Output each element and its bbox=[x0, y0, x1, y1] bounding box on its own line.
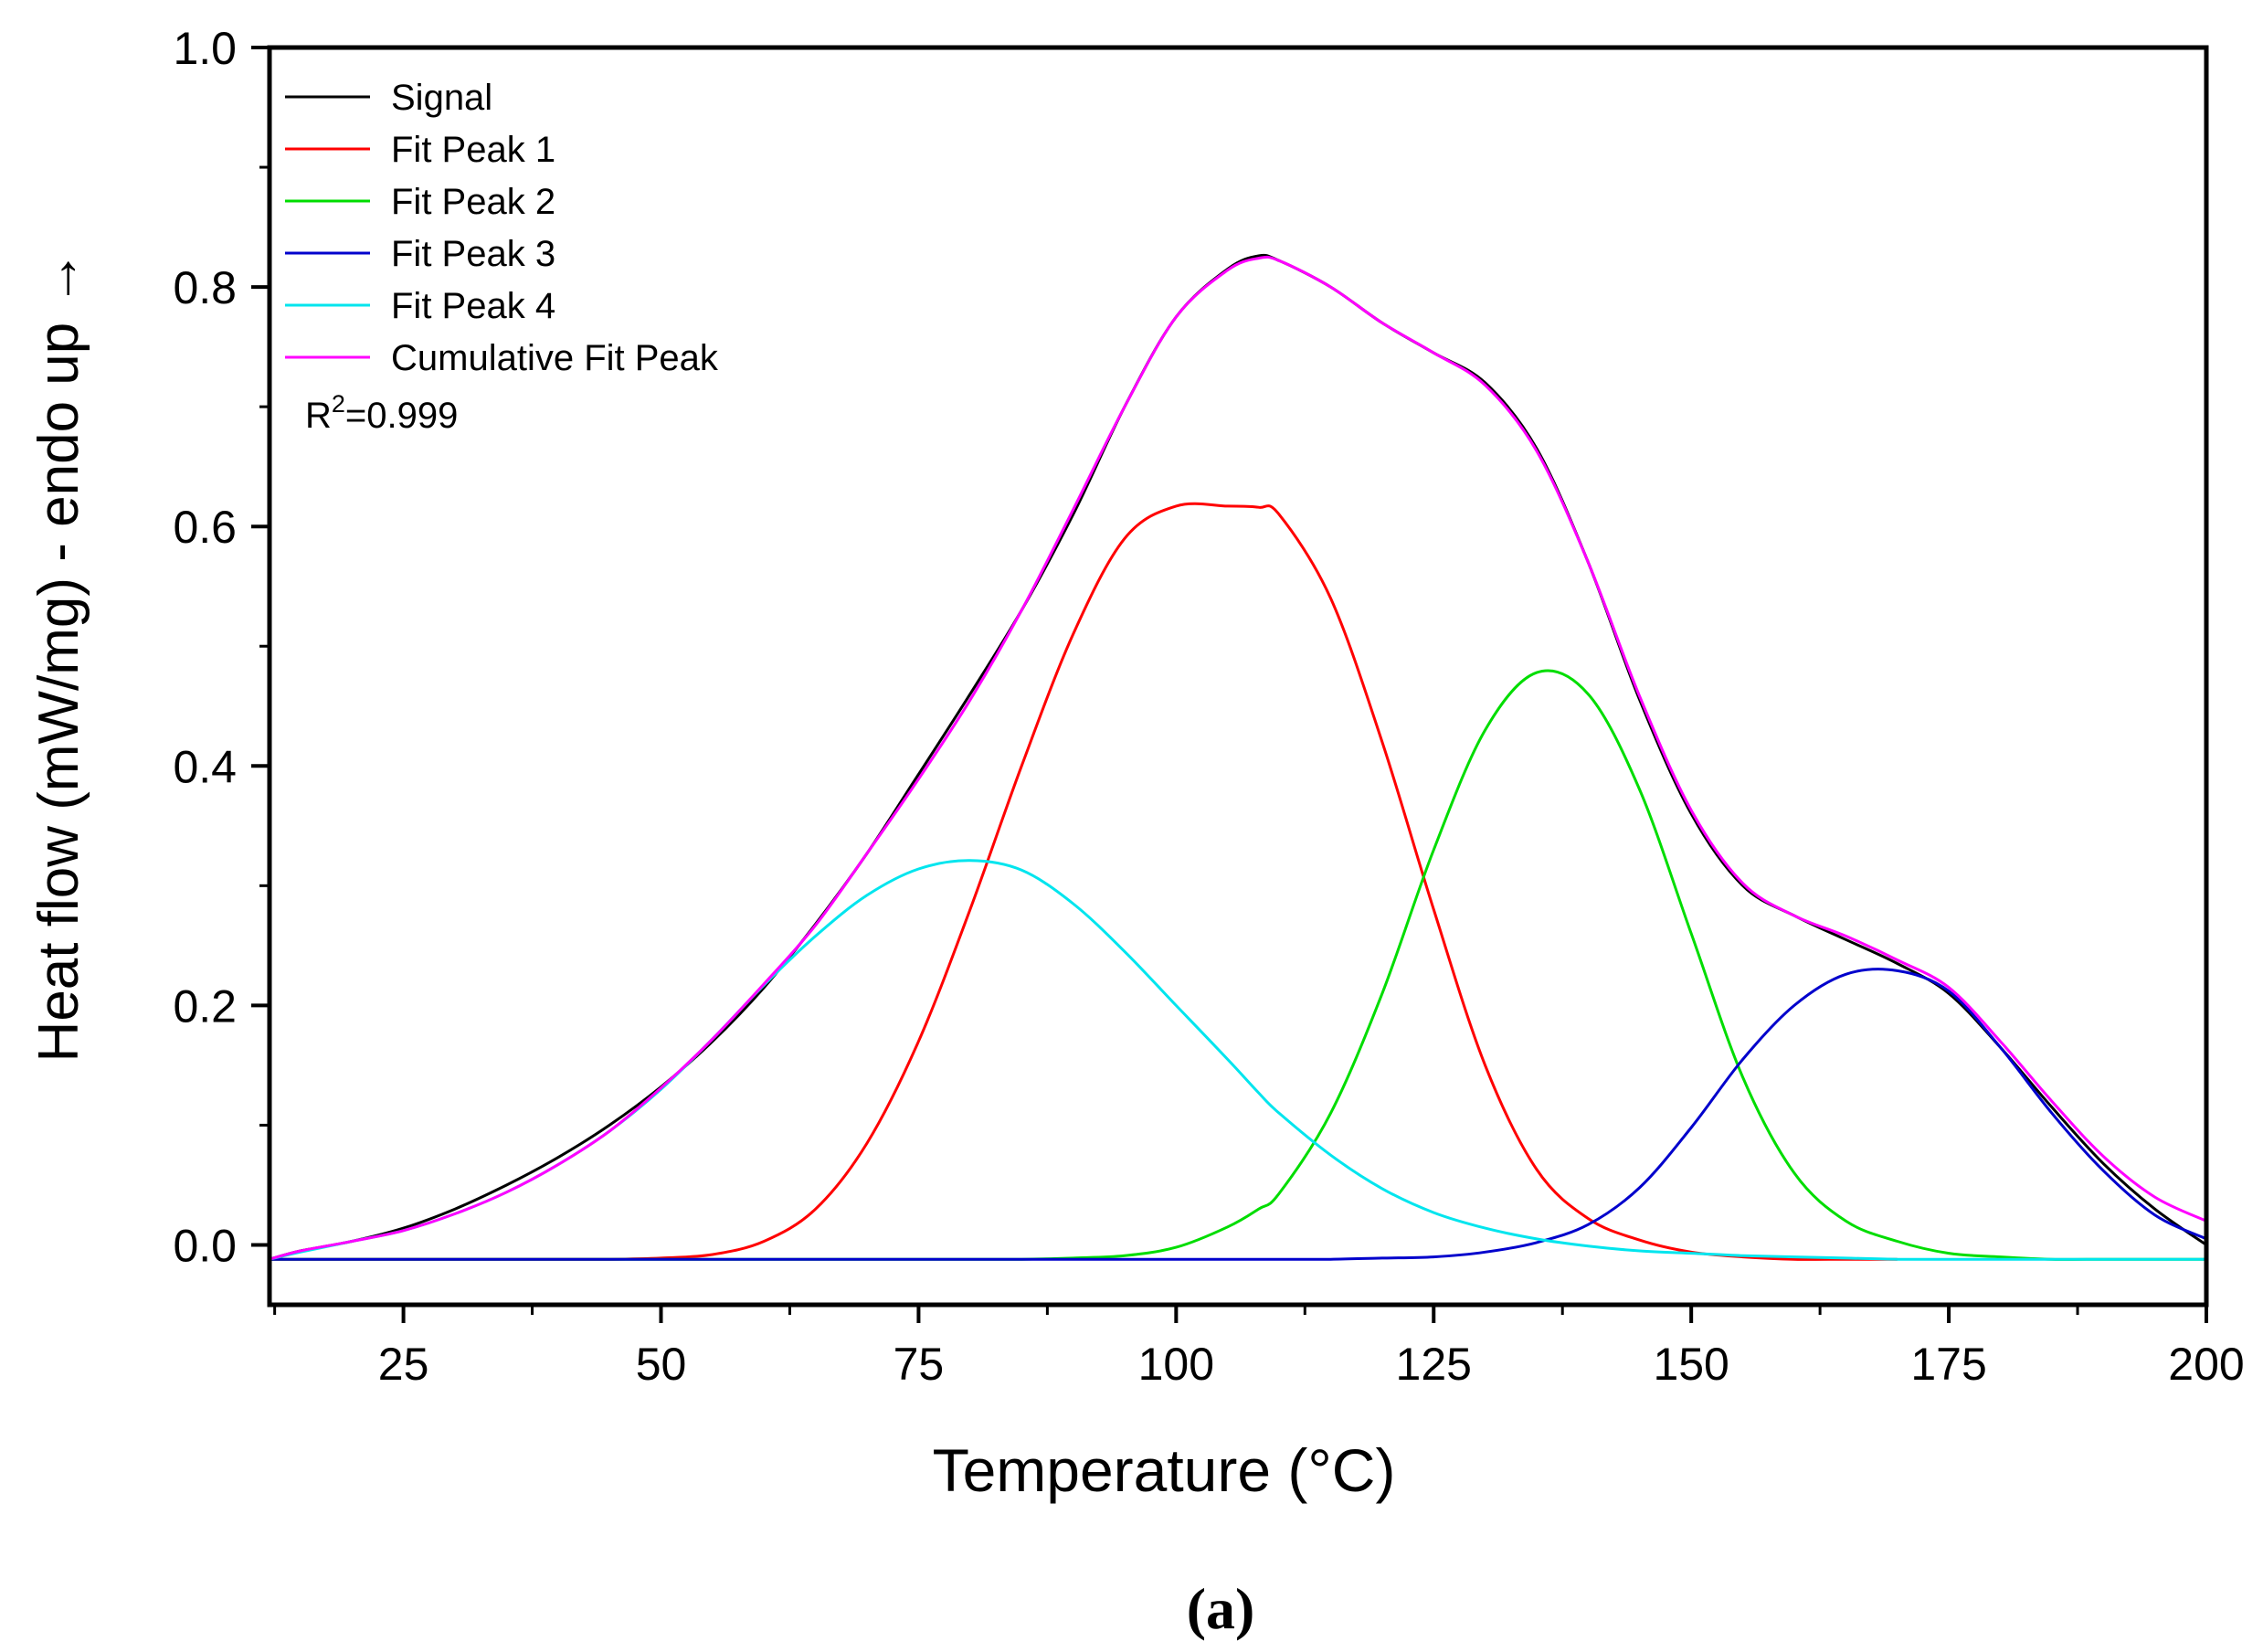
y-tick-label: 0.4 bbox=[173, 741, 237, 792]
r-squared-annotation: R2=0.999 bbox=[305, 390, 458, 436]
legend-label: Fit Peak 3 bbox=[391, 234, 555, 274]
y-tick-label: 0.8 bbox=[173, 262, 237, 313]
x-axis-title: Temperature (°C) bbox=[933, 1436, 1396, 1504]
series-line-4 bbox=[269, 968, 2207, 1261]
legend-item: Cumulative Fit Peak bbox=[285, 338, 719, 378]
legend-item: Fit Peak 1 bbox=[285, 130, 555, 170]
series-line-2 bbox=[269, 502, 1898, 1261]
y-tick-label: 0.0 bbox=[173, 1220, 237, 1271]
y-tick-label: 0.6 bbox=[173, 502, 237, 553]
x-tick-label: 50 bbox=[636, 1339, 687, 1390]
legend-item: Fit Peak 3 bbox=[285, 234, 555, 274]
x-tick-label: 100 bbox=[1138, 1339, 1214, 1390]
series-line-1 bbox=[269, 253, 2207, 1261]
tick-layer: 25 50 75 100 125 150 175 200 0.0 0.2 0.4 0.6 0.8 1.0 bbox=[173, 23, 2244, 1390]
x-tick-label: 150 bbox=[1653, 1339, 1729, 1390]
y-tick-label: 1.0 bbox=[173, 23, 237, 74]
x-tick-label: 25 bbox=[378, 1339, 429, 1390]
x-tick-label: 125 bbox=[1396, 1339, 1472, 1390]
legend-item: Fit Peak 4 bbox=[285, 286, 555, 326]
x-tick-label: 175 bbox=[1910, 1339, 1986, 1390]
legend-label: Fit Peak 4 bbox=[391, 286, 555, 326]
legend-item: Fit Peak 2 bbox=[285, 182, 555, 222]
legend-label: Fit Peak 1 bbox=[391, 130, 555, 170]
y-tick-label: 0.2 bbox=[173, 980, 237, 1032]
series-line-6 bbox=[269, 255, 2207, 1261]
x-tick-label: 75 bbox=[894, 1339, 945, 1390]
series-layer bbox=[269, 253, 2207, 1261]
series-line-5 bbox=[269, 859, 2207, 1261]
series-line-3 bbox=[269, 669, 2207, 1261]
legend-label: Signal bbox=[391, 78, 492, 118]
x-tick-label: 200 bbox=[2168, 1339, 2244, 1390]
y-axis-title: Heat flow (mW/mg) - endo up → bbox=[27, 250, 90, 1063]
plot-frame bbox=[267, 45, 2209, 1308]
legend-label: Cumulative Fit Peak bbox=[391, 338, 719, 378]
legend: Signal Fit Peak 1 Fit Peak 2 Fit Peak 3 Fit … bbox=[285, 78, 719, 378]
legend-label: Fit Peak 2 bbox=[391, 182, 555, 222]
legend-item: Signal bbox=[285, 78, 492, 118]
figure-caption: (a) bbox=[1187, 1576, 1255, 1641]
